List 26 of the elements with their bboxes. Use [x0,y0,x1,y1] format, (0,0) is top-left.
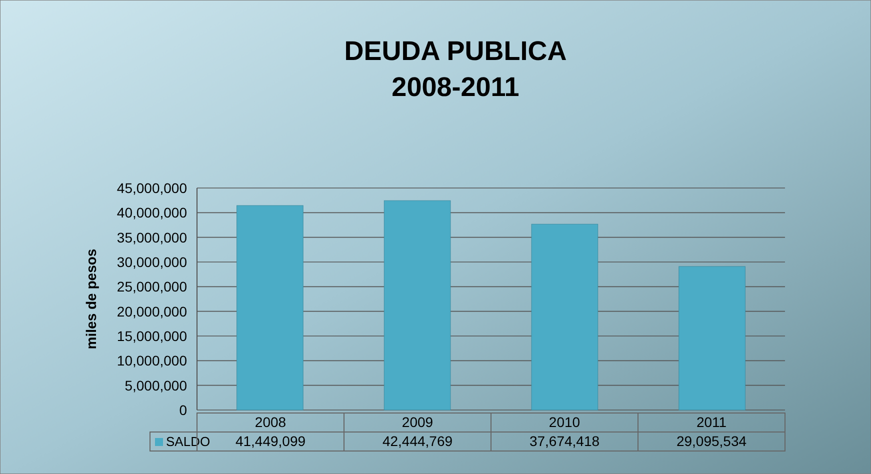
y-tick-label: 0 [179,402,188,418]
data-label: 41,449,099 [235,433,306,449]
data-label: 42,444,769 [382,433,453,449]
bar [531,224,598,410]
data-label: 37,674,418 [529,433,600,449]
x-tick-label: 2010 [548,414,580,430]
x-tick-label: 2011 [696,414,727,430]
y-axis-title: miles de pesos [83,248,99,350]
x-tick-label: 2008 [254,414,286,430]
bar [236,205,304,410]
y-tick-label: 10,000,000 [116,352,188,369]
y-tick-label: 45,000,000 [116,180,188,196]
y-tick-label: 40,000,000 [116,204,188,221]
y-tick-label: 35,000,000 [116,229,188,246]
bar [678,266,746,410]
x-tick-label: 2009 [402,414,434,430]
y-tick-label: 5,000,000 [124,377,188,394]
chart-subtitle: 2008-2011 [392,72,520,102]
y-tick-label: 30,000,000 [116,254,188,270]
y-tick-label: 15,000,000 [116,328,188,344]
data-label: 29,095,534 [676,433,747,449]
bar [384,200,451,410]
y-tick-label: 20,000,000 [116,303,188,320]
y-tick-label: 25,000,000 [116,278,188,295]
text: SALDO [166,434,210,449]
chart-title: DEUDA PUBLICA [344,36,567,66]
